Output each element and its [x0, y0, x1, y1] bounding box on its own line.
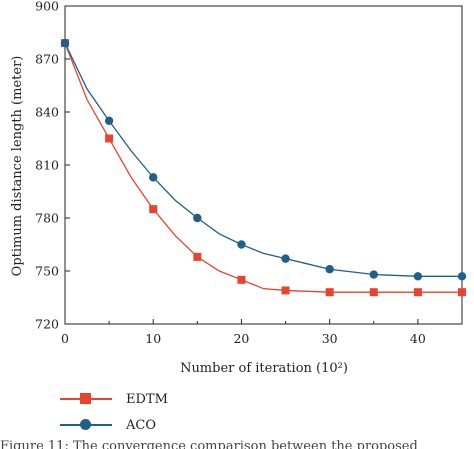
data-point-edtm [325, 288, 334, 297]
y-tick-label: 750 [35, 264, 59, 279]
data-point-edtm [458, 288, 466, 297]
y-tick-label: 780 [35, 211, 59, 226]
y-tick-label: 840 [35, 105, 59, 120]
y-tick-label: 720 [35, 317, 59, 332]
y-axis-title: Optimum distance length (meter) [10, 56, 25, 277]
data-point-edtm [193, 252, 202, 261]
data-point-aco [457, 272, 467, 281]
figure-caption: Figure 11: The convergence comparison be… [0, 439, 418, 449]
data-point-aco [104, 116, 114, 126]
x-tick-label: 0 [61, 331, 69, 346]
legend-swatch-edtm [60, 392, 112, 406]
x-tick-label: 20 [233, 331, 249, 346]
data-point-aco [325, 265, 334, 274]
data-point-edtm [281, 286, 290, 295]
legend: EDTM ACO [60, 386, 168, 438]
y-tick-label: 900 [35, 0, 59, 14]
data-point-edtm [413, 288, 422, 297]
data-point-aco [60, 38, 70, 48]
legend-item-edtm: EDTM [60, 386, 168, 412]
data-point-edtm [105, 134, 114, 143]
legend-label-edtm: EDTM [126, 391, 168, 407]
data-point-edtm [237, 275, 246, 284]
legend-swatch-aco [60, 418, 112, 432]
data-point-aco [281, 254, 290, 263]
legend-item-aco: ACO [60, 412, 168, 438]
x-tick-label: 30 [322, 331, 338, 346]
x-tick-label: 10 [145, 331, 161, 346]
data-point-aco [413, 272, 423, 281]
y-tick-label: 810 [35, 158, 59, 173]
plot-area: 720 750 780 810 840 870 900 0 10 20 30 40 [35, 0, 467, 346]
convergence-chart: 720 750 780 810 840 870 900 0 10 20 30 40 Optimum d… [10, 0, 467, 376]
data-point-aco [193, 213, 202, 223]
data-point-aco [369, 270, 378, 279]
y-tick-label: 870 [35, 52, 59, 67]
data-point-edtm [369, 288, 378, 297]
data-point-aco [149, 173, 158, 182]
x-tick-label: 40 [410, 331, 426, 346]
x-axis-title: Number of iteration (10²) [180, 361, 348, 376]
data-point-aco [237, 240, 246, 249]
series-line-edtm [64, 42, 462, 293]
legend-label-aco: ACO [126, 417, 156, 433]
data-point-edtm [149, 205, 158, 214]
series-line-aco [64, 42, 462, 277]
